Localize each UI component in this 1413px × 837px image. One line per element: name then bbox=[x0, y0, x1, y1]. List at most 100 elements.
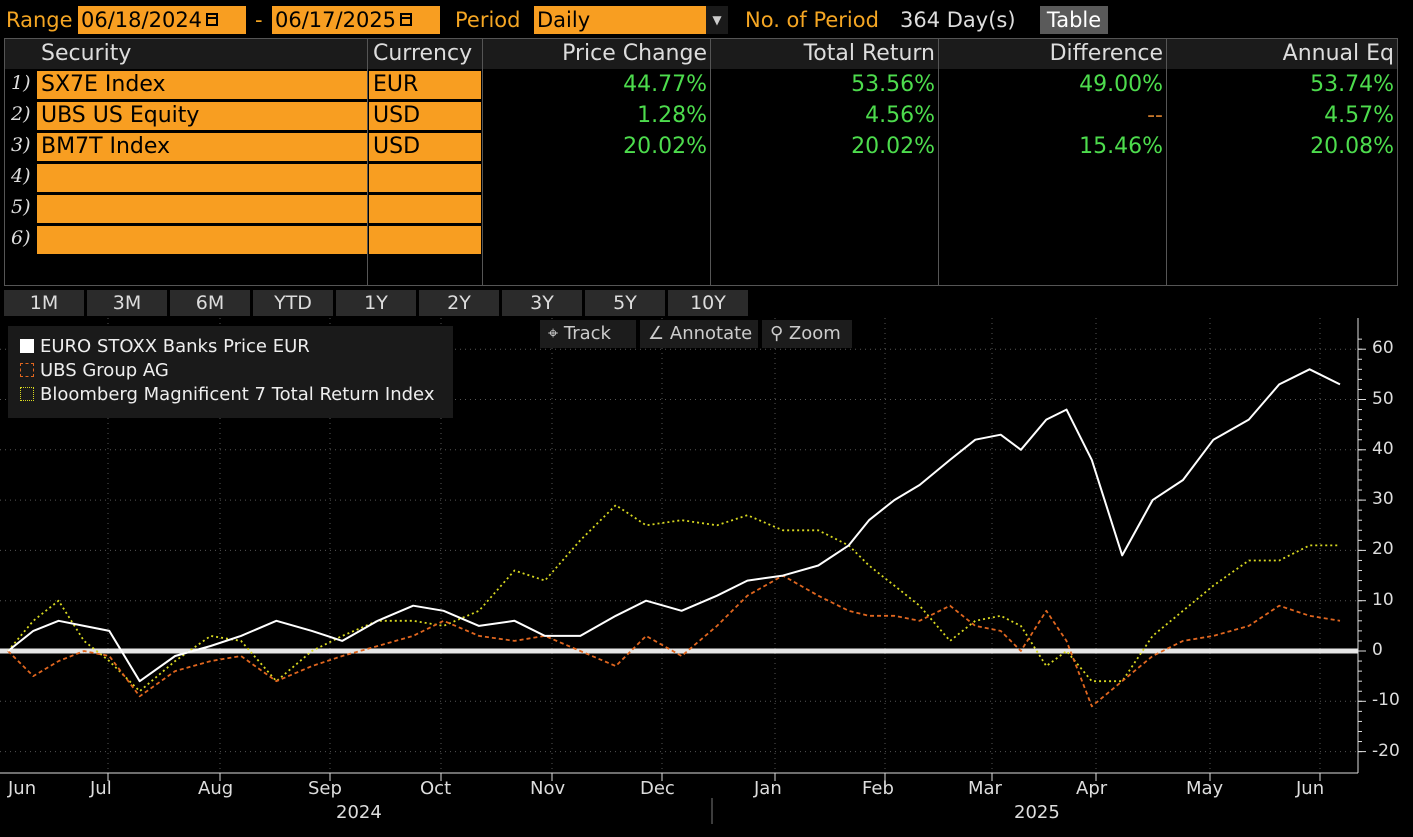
legend-item[interactable]: EURO STOXX Banks Price EUR bbox=[20, 336, 310, 358]
header-security[interactable]: Security bbox=[41, 41, 132, 66]
end-date-field[interactable]: 06/17/2025 bbox=[272, 6, 440, 34]
header-difference[interactable]: Difference bbox=[1049, 41, 1163, 66]
x-tick-label: Jul bbox=[90, 778, 112, 799]
difference-cell: 49.00% bbox=[1079, 72, 1163, 97]
row-number: 5) bbox=[11, 196, 31, 218]
y-tick-label: 40 bbox=[1372, 438, 1394, 459]
annual-eq-cell: 4.57% bbox=[1324, 103, 1394, 128]
difference-cell: 15.46% bbox=[1079, 134, 1163, 159]
y-tick-label: 50 bbox=[1372, 388, 1394, 409]
column-divider bbox=[938, 39, 939, 285]
price-change-cell: 44.77% bbox=[623, 72, 707, 97]
legend-swatch bbox=[20, 339, 34, 353]
x-tick-label: Mar bbox=[968, 778, 1002, 799]
column-divider bbox=[710, 39, 711, 285]
annotate-button[interactable]: ∠ Annotate bbox=[640, 320, 758, 348]
x-tick-label: Oct bbox=[420, 778, 452, 799]
x-tick-label: Jun bbox=[1296, 778, 1325, 799]
column-divider bbox=[1166, 39, 1167, 285]
crosshair-icon: ⌖ bbox=[548, 323, 559, 344]
y-tick-label: 20 bbox=[1372, 539, 1394, 560]
period-button-3m[interactable]: 3M bbox=[87, 290, 167, 316]
y-tick-label: 10 bbox=[1372, 589, 1394, 610]
y-tick-label: 60 bbox=[1372, 338, 1394, 359]
performance-chart[interactable]: EURO STOXX Banks Price EUR UBS Group AG … bbox=[0, 318, 1413, 837]
total-return-cell: 4.56% bbox=[865, 103, 935, 128]
x-tick-label: Aug bbox=[198, 778, 234, 799]
y-tick-label: -10 bbox=[1372, 690, 1400, 711]
pencil-icon: ∠ bbox=[648, 323, 665, 344]
security-input[interactable]: SX7E Index bbox=[37, 71, 367, 99]
chart-legend: EURO STOXX Banks Price EUR UBS Group AG … bbox=[8, 326, 453, 418]
period-label: Period bbox=[455, 8, 521, 32]
header-total-return[interactable]: Total Return bbox=[803, 41, 935, 66]
row-number: 2) bbox=[11, 103, 31, 125]
x-tick-label: Apr bbox=[1076, 778, 1108, 799]
zoom-button[interactable]: ⚲ Zoom bbox=[762, 320, 852, 348]
period-button-1m[interactable]: 1M bbox=[4, 290, 84, 316]
range-label: Range bbox=[6, 8, 73, 32]
calendar-icon[interactable] bbox=[400, 12, 413, 26]
security-input[interactable]: BM7T Index bbox=[37, 133, 367, 161]
security-input[interactable] bbox=[37, 164, 367, 192]
header-price-change[interactable]: Price Change bbox=[562, 41, 707, 66]
period-button-6m[interactable]: 6M bbox=[170, 290, 250, 316]
difference-cell: -- bbox=[1147, 103, 1163, 128]
column-divider bbox=[367, 39, 368, 285]
legend-label: EURO STOXX Banks Price EUR bbox=[40, 336, 310, 357]
x-tick-label: Sep bbox=[308, 778, 342, 799]
chevron-down-icon[interactable]: ▼ bbox=[706, 6, 728, 34]
num-period-label: No. of Period bbox=[745, 8, 879, 32]
column-divider bbox=[482, 39, 483, 285]
annual-eq-cell: 53.74% bbox=[1310, 72, 1394, 97]
year-label: 2025 bbox=[1014, 802, 1060, 823]
legend-label: Bloomberg Magnificent 7 Total Return Ind… bbox=[40, 384, 435, 405]
header-annual-eq[interactable]: Annual Eq bbox=[1282, 41, 1394, 66]
y-tick-label: 30 bbox=[1372, 489, 1394, 510]
calendar-icon[interactable] bbox=[206, 12, 219, 26]
annual-eq-cell: 20.08% bbox=[1310, 134, 1394, 159]
legend-item[interactable]: Bloomberg Magnificent 7 Total Return Ind… bbox=[20, 384, 434, 406]
period-button-10y[interactable]: 10Y bbox=[668, 290, 748, 316]
x-tick-label: May bbox=[1186, 778, 1224, 799]
year-label: 2024 bbox=[336, 802, 382, 823]
x-tick-label: Nov bbox=[530, 778, 566, 799]
price-change-cell: 1.28% bbox=[637, 103, 707, 128]
security-input[interactable]: UBS US Equity bbox=[37, 102, 367, 130]
table-header-bg bbox=[5, 39, 1397, 69]
x-tick-label: Dec bbox=[640, 778, 675, 799]
period-button-3y[interactable]: 3Y bbox=[502, 290, 582, 316]
security-input[interactable] bbox=[37, 195, 367, 223]
start-date-field[interactable]: 06/18/2024 bbox=[78, 6, 246, 34]
search-icon: ⚲ bbox=[770, 323, 784, 344]
range-toolbar: Range 06/18/2024 - 06/17/2025 Period Dai… bbox=[0, 6, 1413, 36]
row-number: 4) bbox=[11, 165, 31, 187]
period-select[interactable]: Daily ▼ bbox=[534, 6, 728, 34]
period-button-2y[interactable]: 2Y bbox=[419, 290, 499, 316]
y-tick-label: -20 bbox=[1372, 740, 1400, 761]
x-tick-label: Jan bbox=[754, 778, 782, 799]
currency-input[interactable]: EUR bbox=[369, 71, 481, 99]
period-button-1y[interactable]: 1Y bbox=[336, 290, 416, 316]
num-period-value: 364 Day(s) bbox=[900, 8, 1016, 32]
table-button[interactable]: Table bbox=[1040, 6, 1108, 34]
currency-input[interactable] bbox=[369, 226, 481, 254]
currency-input[interactable]: USD bbox=[369, 133, 481, 161]
total-return-cell: 53.56% bbox=[851, 72, 935, 97]
legend-swatch bbox=[20, 387, 34, 401]
legend-item[interactable]: UBS Group AG bbox=[20, 360, 169, 382]
series-line-3 bbox=[7, 504, 1340, 693]
currency-input[interactable] bbox=[369, 195, 481, 223]
range-dash: - bbox=[255, 8, 263, 32]
legend-label: UBS Group AG bbox=[40, 360, 169, 381]
currency-input[interactable]: USD bbox=[369, 102, 481, 130]
price-change-cell: 20.02% bbox=[623, 134, 707, 159]
total-return-cell: 20.02% bbox=[851, 134, 935, 159]
series-line-2 bbox=[7, 574, 1341, 708]
period-button-ytd[interactable]: YTD bbox=[253, 290, 333, 316]
security-input[interactable] bbox=[37, 226, 367, 254]
currency-input[interactable] bbox=[369, 164, 481, 192]
period-button-5y[interactable]: 5Y bbox=[585, 290, 665, 316]
header-currency[interactable]: Currency bbox=[373, 41, 473, 66]
track-button[interactable]: ⌖ Track bbox=[540, 320, 636, 348]
